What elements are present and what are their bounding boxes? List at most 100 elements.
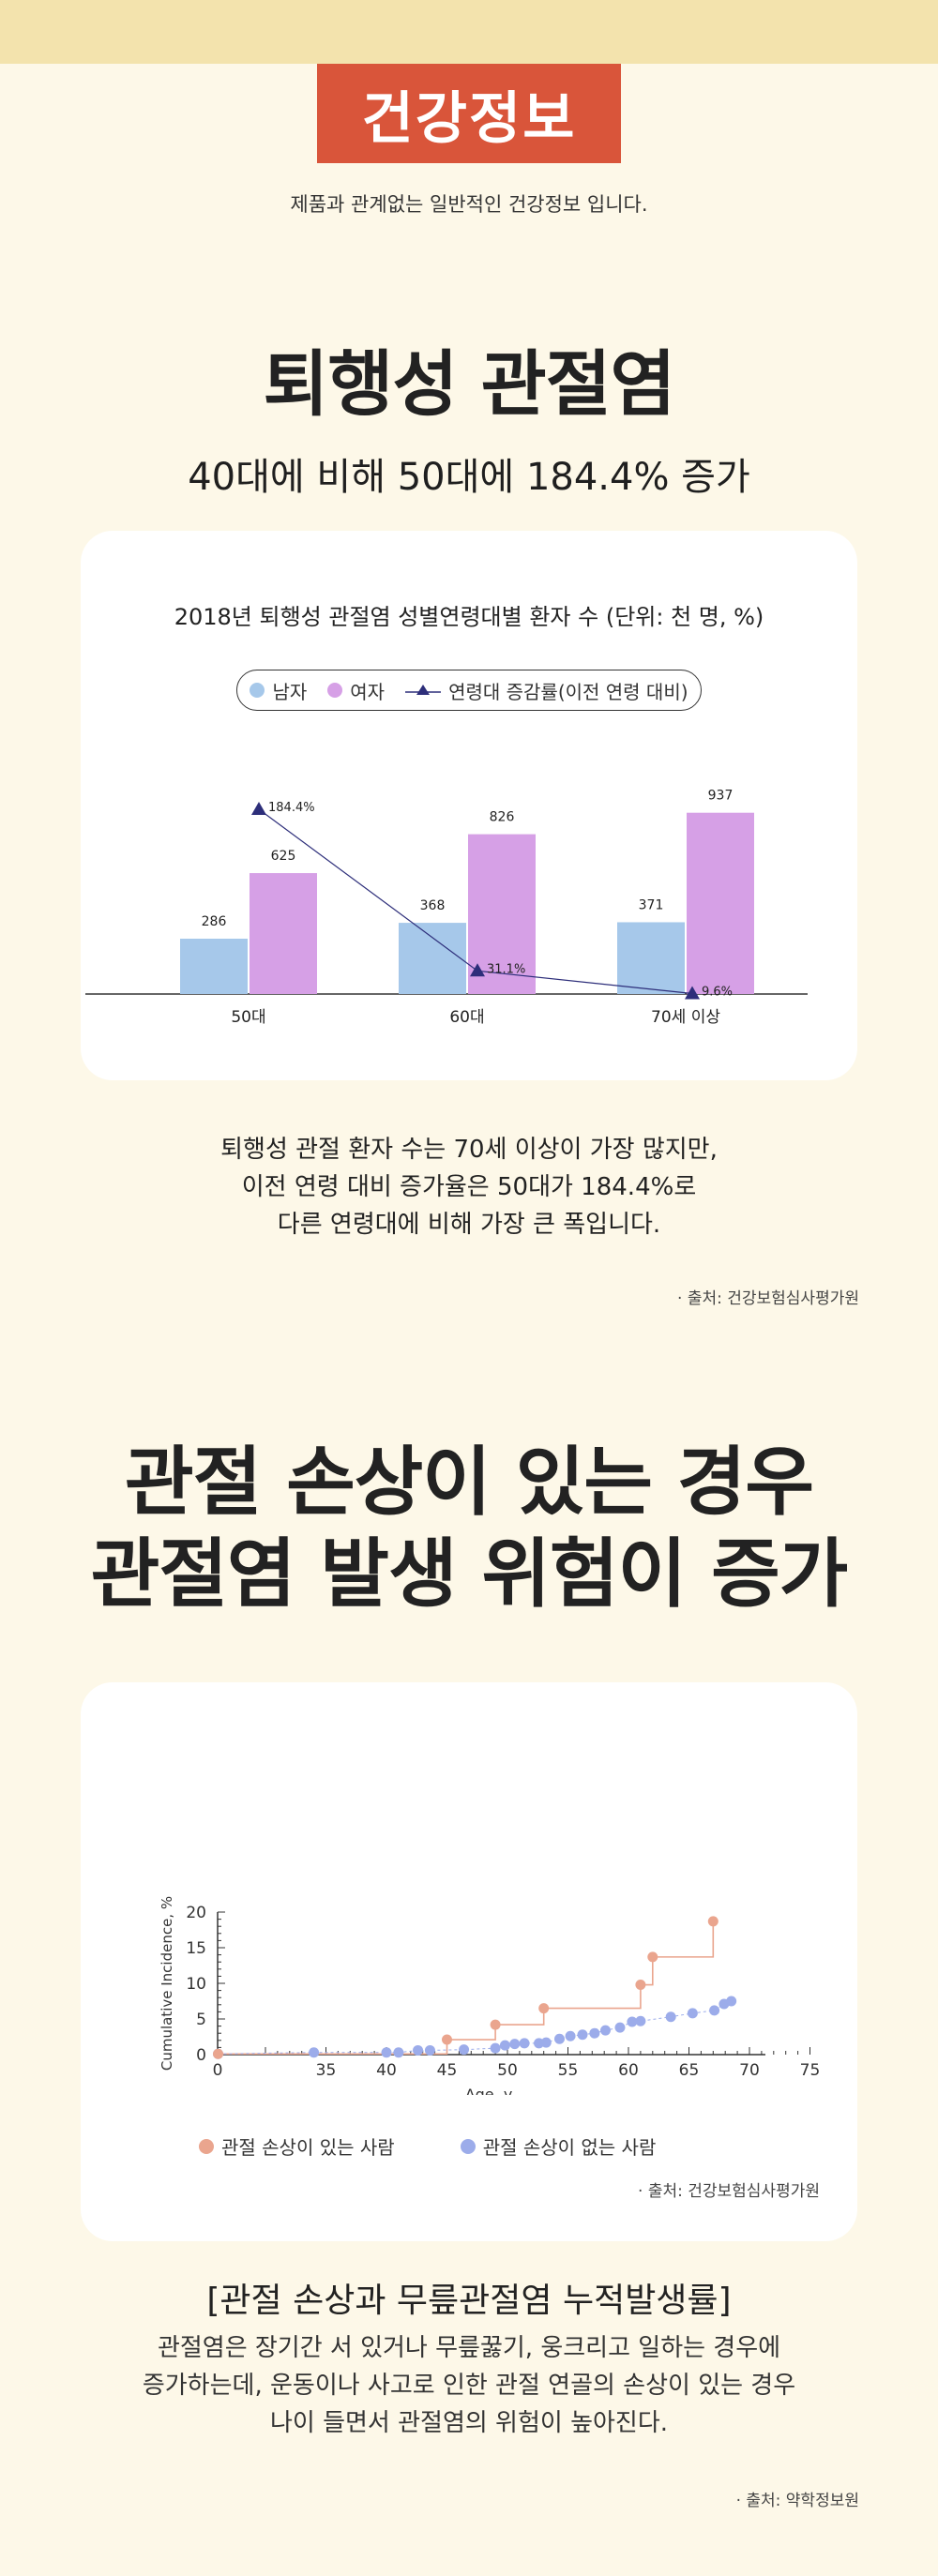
no-injury-point [509,2039,521,2050]
bar-male [180,938,248,994]
injury-point [442,2034,452,2045]
section2-source: · 출처: 약학정보원 [735,2492,859,2510]
x-tick-label: 70 [739,2061,760,2080]
growth-marker [685,986,700,1000]
x-tick-label: 40 [376,2061,397,2080]
scatter-chart-card: 0 35 40 45 50 55 60 65 70 75 0 5 10 15 20 Age, y Cumulat… [81,1682,857,2241]
x-tick-label: 65 [679,2061,700,2080]
no-injury-point [490,2042,501,2054]
y-tick-label: 10 [186,1975,206,1994]
title-line: 관절 손상이 있는 경우 [125,1439,814,1526]
no-injury-point [589,2027,600,2039]
title-line: 관절염 발생 위험이 증가 [90,1530,849,1618]
legend-item-injury: 관절 손상이 있는 사람 [199,2132,395,2160]
bar-value-label: 286 [202,914,227,929]
no-injury-point [553,2033,565,2044]
legend-label-injury: 관절 손상이 있는 사람 [221,2136,395,2159]
section2-title: 관절 손상이 있는 경우 관절염 발생 위험이 증가 [0,1437,938,1620]
y-tick-label: 20 [186,1904,206,1922]
description-line: 관절염은 장기간 서 있거나 무릎꿇기, 웅크리고 일하는 경우에 [157,2334,781,2362]
line-triangle-icon [405,685,442,695]
legend-item-no-injury: 관절 손상이 없는 사람 [460,2132,657,2160]
disclaimer-text: 제품과 관계없는 일반적인 건강정보 입니다. [290,193,648,216]
legend-label-female: 여자 [350,680,386,703]
top-banner [0,0,938,64]
no-injury-point [726,1996,737,2007]
injury-point [647,1951,658,1963]
x-tick-label: 70세 이상 [651,1008,720,1027]
no-injury-point [393,2047,404,2058]
bar-value-label: 625 [271,849,296,864]
x-tick-label: 60 [618,2061,639,2080]
growth-marker [251,802,266,815]
bar-female [250,873,317,994]
no-injury-point [635,2015,646,2026]
no-injury-point [413,2044,424,2056]
section1-title: 퇴행성 관절염 [263,342,676,426]
section2-heading: [관절 손상과 무릎관절염 누적발생률] [206,2282,732,2320]
x-tick-label: 75 [800,2061,821,2080]
legend-item-growth: 연령대 증감률(이전 연령 대비) [405,677,688,704]
chart-source: · 출처: 건강보험심사평가원 [638,2182,820,2201]
chart-title: 2018년 퇴행성 관절염 성별연령대별 환자 수 (단위: 천 명, %) [174,604,764,630]
description-line: 다른 연령대에 비해 가장 큰 폭입니다. [277,1211,661,1239]
no-injury-point [577,2029,588,2041]
x-tick-label: 50 [497,2061,518,2080]
no-injury-trend-line [218,2000,732,2055]
no-injury-point [519,2038,530,2049]
injury-dot-icon [199,2138,214,2154]
bar-chart-card: 2018년 퇴행성 관절염 성별연령대별 환자 수 (단위: 천 명, %) 남… [81,531,857,1080]
female-dot-icon [327,683,343,698]
legend-label-growth: 연령대 증감률(이전 연령 대비) [448,680,688,703]
no-injury-point [309,2047,320,2058]
no-injury-point [565,2030,576,2041]
scatter-chart: 0 35 40 45 50 55 60 65 70 75 0 5 10 15 20 Age, y Cumulat… [159,1896,821,2095]
bar-value-label: 371 [639,897,664,912]
growth-value-label: 9.6% [702,985,733,999]
legend-item-female: 여자 [327,677,385,704]
injury-point [538,2003,550,2014]
no-injury-dot-icon [460,2138,476,2154]
no-injury-point [540,2037,552,2048]
growth-value-label: 31.1% [487,962,525,976]
section2-description: 관절염은 장기간 서 있거나 무릎꿇기, 웅크리고 일하는 경우에 증가하는데,… [0,2329,938,2442]
x-axis-label: Age, y [465,2086,513,2095]
description-line: 퇴행성 관절 환자 수는 70세 이상이 가장 많지만, [220,1136,718,1164]
y-axis-label: Cumulative Incidence, % [159,1896,175,2071]
no-injury-point [459,2044,470,2056]
bar-value-label: 368 [420,898,446,913]
growth-value-label: 184.4% [268,801,315,815]
male-dot-icon [250,683,265,698]
x-tick-label: 55 [558,2061,579,2080]
bar-value-label: 937 [708,789,734,804]
no-injury-point [627,2016,638,2027]
section1-description: 퇴행성 관절 환자 수는 70세 이상이 가장 많지만, 이전 연령 대비 증가… [0,1131,938,1243]
bar-chart: 286 625 50대 368 826 60대 371 937 70세 이상 184.4% 31.1… [85,789,808,1027]
no-injury-point [381,2047,392,2058]
x-tick-label: 60대 [449,1008,484,1027]
x-tick-label: 0 [213,2061,223,2080]
y-tick-label: 15 [186,1939,206,1958]
no-injury-point [599,2025,611,2036]
no-injury-point [687,2008,698,2019]
section1-source: · 출처: 건강보험심사평가원 [677,1289,859,1308]
injury-point [213,2048,224,2059]
no-injury-point [614,2022,626,2033]
no-injury-point [499,2040,510,2051]
growth-marker [470,963,485,977]
description-line: 이전 연령 대비 증가율은 50대가 184.4%로 [241,1173,697,1201]
no-injury-point [424,2044,435,2056]
chart-legend: 남자 여자 연령대 증감률(이전 연령 대비) [236,670,702,711]
injury-point [490,2019,501,2030]
legend-label-no-injury: 관절 손상이 없는 사람 [482,2136,657,2159]
category-badge: 건강정보 [317,64,621,163]
bar-female [687,812,754,994]
description-line: 증가하는데, 운동이나 사고로 인한 관절 연골의 손상이 있는 경우 [142,2372,796,2400]
bar-male [617,922,685,994]
y-tick-label: 5 [196,2011,206,2029]
x-tick-label: 45 [437,2061,458,2080]
injury-point [635,1980,646,1991]
description-line: 나이 들면서 관절염의 위험이 높아진다. [269,2409,669,2437]
x-tick-label: 50대 [231,1008,265,1027]
x-tick-label: 35 [316,2061,337,2080]
